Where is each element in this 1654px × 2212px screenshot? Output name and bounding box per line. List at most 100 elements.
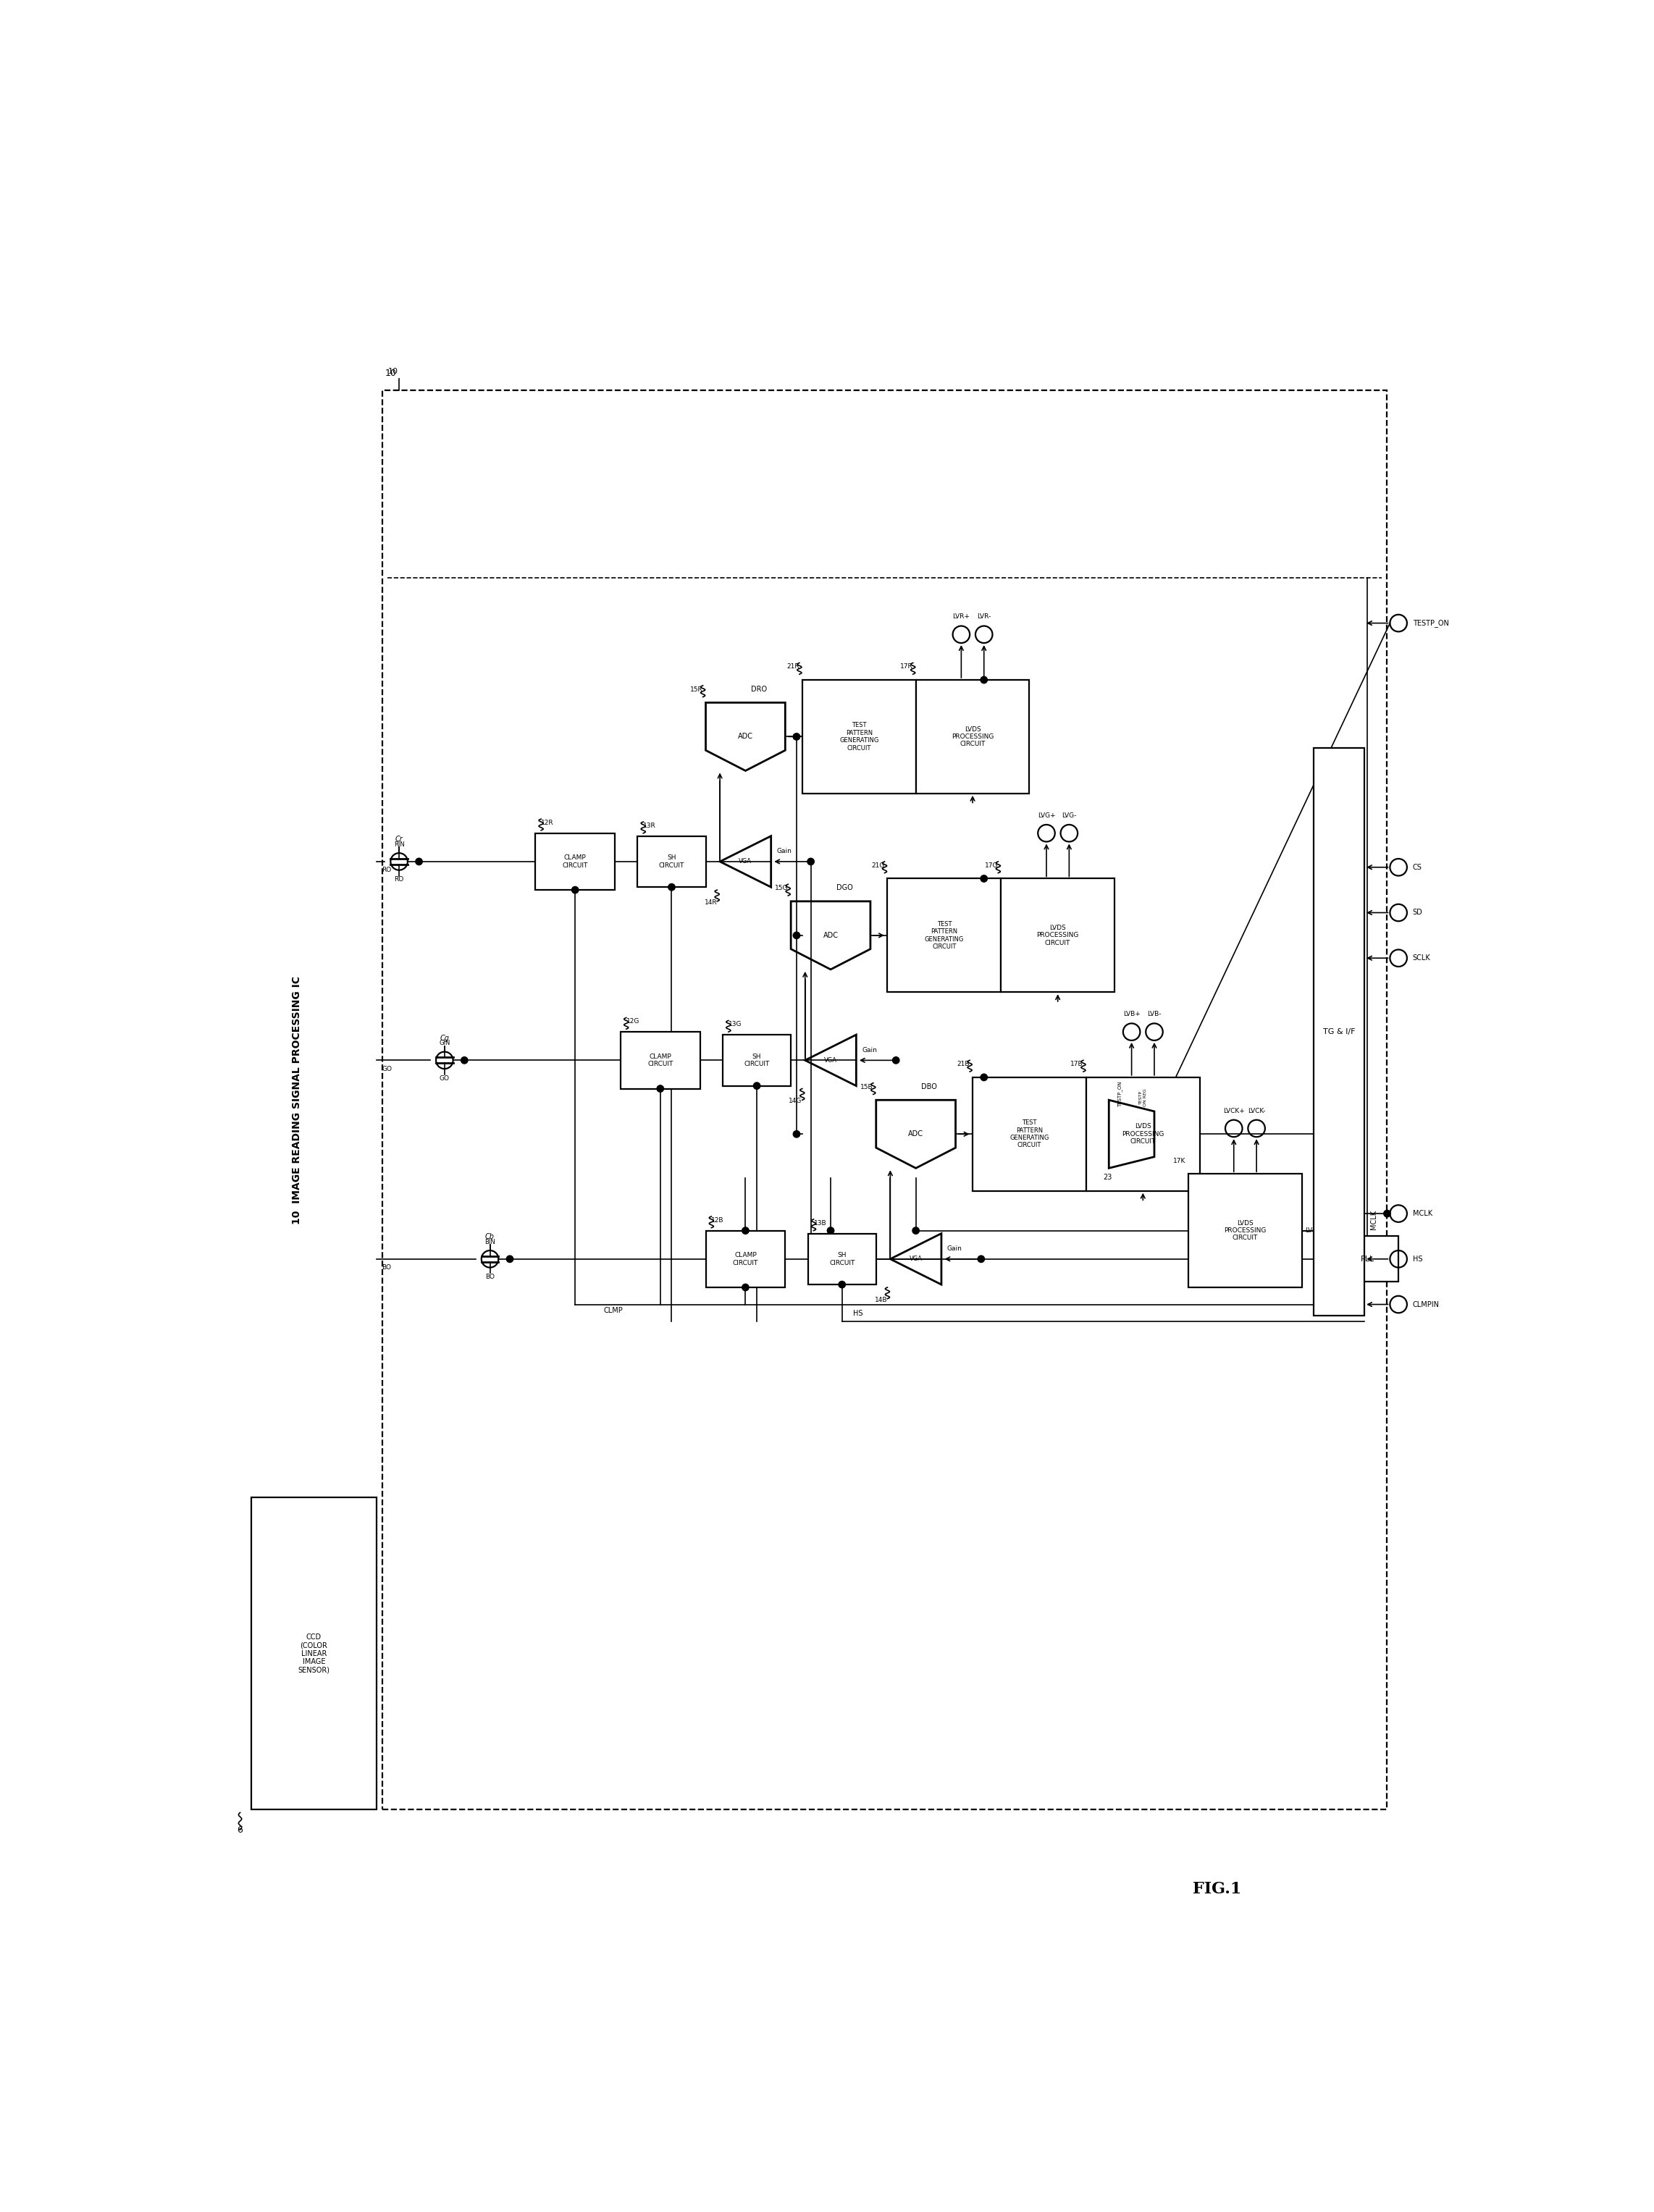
Text: BO: BO	[382, 1265, 392, 1270]
Text: TESTP
ON REG: TESTP ON REG	[1140, 1088, 1146, 1106]
Text: DRO: DRO	[751, 686, 767, 692]
Circle shape	[1384, 1210, 1391, 1217]
Text: DBO: DBO	[921, 1084, 938, 1091]
Text: 6: 6	[237, 1825, 243, 1834]
Text: ADC: ADC	[738, 732, 753, 741]
Text: SD: SD	[1413, 909, 1422, 916]
Bar	[888, 878, 1001, 993]
Text: TESTP_ON: TESTP_ON	[1413, 619, 1449, 626]
Bar	[723, 1035, 791, 1086]
Text: LVCK: LVCK	[1305, 1228, 1322, 1234]
Text: CS: CS	[1413, 863, 1422, 872]
Text: MCLK: MCLK	[1370, 1210, 1378, 1230]
Text: TEST
PATTERN
GENERATING
CIRCUIT: TEST PATTERN GENERATING CIRCUIT	[925, 920, 964, 949]
Text: SH
CIRCUIT: SH CIRCUIT	[744, 1053, 769, 1068]
Text: TESTP_ON: TESTP_ON	[1118, 1082, 1123, 1106]
Text: TEST
PATTERN
GENERATING
CIRCUIT: TEST PATTERN GENERATING CIRCUIT	[1009, 1119, 1049, 1148]
Text: LVDS
PROCESSING
CIRCUIT: LVDS PROCESSING CIRCUIT	[1121, 1124, 1164, 1146]
Bar	[973, 1077, 1087, 1190]
Circle shape	[572, 887, 579, 894]
Text: 13G: 13G	[728, 1022, 743, 1029]
Text: GO: GO	[382, 1066, 392, 1073]
Text: DGO: DGO	[837, 885, 853, 891]
Text: 21B: 21B	[958, 1062, 969, 1068]
Bar	[1336, 1237, 1399, 1281]
Text: HS: HS	[853, 1310, 863, 1316]
Text: VGA: VGA	[739, 858, 753, 865]
Bar	[620, 1031, 700, 1088]
Text: 13B: 13B	[814, 1219, 827, 1225]
Circle shape	[839, 1281, 845, 1287]
Circle shape	[893, 1057, 900, 1064]
Circle shape	[743, 1228, 749, 1234]
Text: RO: RO	[382, 867, 392, 874]
Text: BO: BO	[485, 1274, 495, 1281]
Text: VGA: VGA	[910, 1256, 923, 1263]
Text: CCD
(COLOR
LINEAR
IMAGE
SENSOR): CCD (COLOR LINEAR IMAGE SENSOR)	[298, 1632, 329, 1674]
Circle shape	[794, 1130, 801, 1137]
Text: 12R: 12R	[541, 821, 554, 825]
Circle shape	[913, 1228, 920, 1234]
Circle shape	[754, 1082, 761, 1088]
Circle shape	[827, 1228, 834, 1234]
Text: LVR+: LVR+	[953, 613, 969, 619]
Text: Gain: Gain	[777, 847, 792, 854]
Text: LVB+: LVB+	[1123, 1011, 1140, 1018]
Bar	[706, 1230, 786, 1287]
Text: SH
CIRCUIT: SH CIRCUIT	[658, 854, 685, 869]
Text: LVCK+: LVCK+	[1222, 1108, 1244, 1115]
Text: LVCK-: LVCK-	[1247, 1108, 1265, 1115]
Text: TG & I/F: TG & I/F	[1323, 1029, 1355, 1035]
Text: VGA: VGA	[824, 1057, 837, 1064]
Text: 10: 10	[385, 369, 397, 378]
Bar	[1087, 1077, 1199, 1190]
Circle shape	[794, 931, 801, 938]
Text: HS: HS	[1413, 1256, 1422, 1263]
Bar	[1313, 748, 1365, 1316]
Bar	[1001, 878, 1115, 993]
Text: 15B: 15B	[860, 1084, 873, 1091]
Text: CLMPIN: CLMPIN	[1413, 1301, 1439, 1307]
Text: BIN: BIN	[485, 1239, 495, 1245]
Text: LVDS
PROCESSING
CIRCUIT: LVDS PROCESSING CIRCUIT	[951, 726, 994, 748]
Text: PLL: PLL	[1360, 1256, 1374, 1263]
Circle shape	[657, 1086, 663, 1093]
Text: 15R: 15R	[690, 686, 703, 692]
Text: LVB-: LVB-	[1148, 1011, 1161, 1018]
Text: 19: 19	[1338, 1219, 1348, 1225]
Circle shape	[415, 858, 422, 865]
Circle shape	[668, 885, 675, 891]
Circle shape	[506, 1256, 513, 1263]
Text: ADC: ADC	[908, 1130, 923, 1137]
Bar	[802, 679, 916, 794]
Text: 15G: 15G	[774, 885, 787, 891]
Text: 17B: 17B	[1070, 1062, 1083, 1068]
Text: FIG.1: FIG.1	[1193, 1880, 1240, 1898]
Text: Cb: Cb	[485, 1234, 495, 1241]
Text: 10: 10	[387, 367, 399, 374]
Text: GO: GO	[440, 1075, 450, 1082]
Text: Cr: Cr	[395, 836, 404, 843]
Text: LVDS
PROCESSING
CIRCUIT: LVDS PROCESSING CIRCUIT	[1224, 1219, 1267, 1241]
Text: 13R: 13R	[643, 823, 657, 830]
Circle shape	[807, 858, 814, 865]
Text: GIN: GIN	[438, 1040, 450, 1046]
Circle shape	[981, 876, 987, 883]
Text: TEST
PATTERN
GENERATING
CIRCUIT: TEST PATTERN GENERATING CIRCUIT	[839, 721, 878, 752]
Text: CLAMP
CIRCUIT: CLAMP CIRCUIT	[647, 1053, 673, 1068]
Text: 14G: 14G	[789, 1097, 802, 1104]
Text: 14B: 14B	[875, 1296, 888, 1303]
Text: MCLK: MCLK	[1413, 1210, 1432, 1217]
Text: LVG-: LVG-	[1062, 812, 1077, 818]
Text: Gain: Gain	[948, 1245, 963, 1252]
Text: Cg: Cg	[440, 1035, 450, 1042]
Bar	[251, 1498, 377, 1809]
Text: RO: RO	[394, 876, 404, 883]
Circle shape	[743, 1283, 749, 1292]
Circle shape	[981, 1073, 987, 1082]
Text: SH
CIRCUIT: SH CIRCUIT	[829, 1252, 855, 1265]
Text: 17R: 17R	[900, 664, 913, 670]
Circle shape	[461, 1057, 468, 1064]
Bar	[382, 389, 1388, 1809]
Text: 10  IMAGE READING SIGNAL PROCESSING IC: 10 IMAGE READING SIGNAL PROCESSING IC	[291, 975, 303, 1223]
